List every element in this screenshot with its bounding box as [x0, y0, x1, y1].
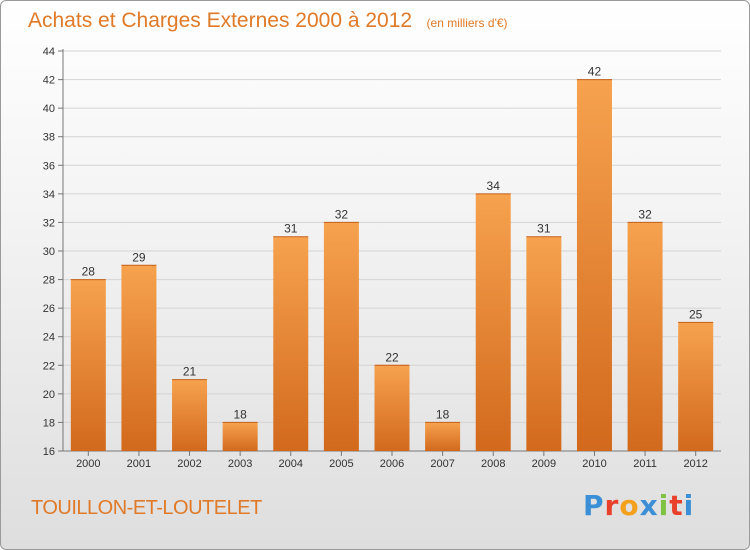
bar-2004 [273, 236, 309, 451]
bars [70, 79, 714, 452]
bar-2005 [323, 222, 359, 451]
chart-unit: (en milliers d'€) [426, 16, 508, 30]
bar-2008 [475, 193, 511, 451]
value-label: 31 [284, 222, 298, 236]
value-label: 31 [537, 222, 551, 236]
y-tick-label: 36 [43, 160, 55, 172]
logo-letter: i [683, 489, 695, 522]
x-tick-label: 2012 [683, 458, 707, 470]
value-label: 42 [588, 65, 602, 79]
value-label: 34 [487, 179, 501, 193]
x-tick-label: 2002 [177, 458, 201, 470]
x-tick-label: 2006 [380, 458, 404, 470]
x-tick-label: 2004 [279, 458, 303, 470]
y-tick-label: 30 [43, 246, 55, 258]
bar-2011 [627, 222, 663, 451]
y-tick-label: 34 [43, 189, 55, 201]
x-tick-label: 2000 [76, 458, 100, 470]
y-tick-label: 18 [43, 417, 55, 429]
value-label: 18 [233, 407, 247, 421]
city-name: TOUILLON-ET-LOUTELET [31, 497, 262, 519]
bar-2010 [576, 79, 612, 452]
bar-2000 [70, 279, 106, 451]
x-tick-label: 2003 [228, 458, 252, 470]
value-label: 25 [689, 307, 703, 321]
proxiti-logo[interactable]: Proxiti [583, 489, 694, 522]
x-tick-label: 2011 [633, 458, 657, 470]
bar-2009 [526, 236, 562, 451]
labels: 16 18 20 22 24 26 28 30 32 34 36 38 40 42 44 28 2000 29 20… [43, 46, 708, 470]
bar-2007 [425, 422, 461, 451]
x-tick-label: 2005 [329, 458, 353, 470]
value-label: 32 [335, 207, 349, 221]
logo-letter: i [658, 489, 670, 522]
y-tick-label: 28 [43, 275, 55, 287]
y-tick-label: 22 [43, 360, 55, 372]
x-tick-label: 2010 [582, 458, 606, 470]
value-label: 28 [82, 265, 96, 279]
logo-letter: P [583, 489, 605, 522]
logo-letter: x [639, 489, 659, 522]
bar-2003 [222, 422, 258, 451]
logo-letter: r [604, 489, 620, 522]
bar-2002 [172, 379, 208, 451]
y-tick-label: 32 [43, 217, 55, 229]
y-tick-label: 44 [43, 46, 55, 58]
bar-2001 [121, 265, 157, 451]
x-tick-label: 2007 [430, 458, 454, 470]
y-tick-label: 38 [43, 132, 55, 144]
y-tick-label: 26 [43, 303, 55, 315]
chart-title: Achats et Charges Externes 2000 à 2012 [28, 9, 413, 32]
bar-2012 [678, 322, 714, 451]
x-tick-label: 2008 [481, 458, 505, 470]
y-tick-label: 40 [43, 103, 55, 115]
value-label: 18 [436, 407, 450, 421]
value-label: 21 [183, 365, 197, 379]
logo-letter: t [669, 489, 684, 522]
y-tick-label: 16 [43, 446, 55, 458]
value-label: 32 [638, 207, 652, 221]
bar-2006 [374, 365, 410, 451]
y-tick-label: 20 [43, 389, 55, 401]
title-row: Achats et Charges Externes 2000 à 2012 (… [28, 9, 508, 33]
value-label: 22 [385, 350, 399, 364]
x-tick-label: 2001 [127, 458, 151, 470]
x-tick-label: 2009 [532, 458, 556, 470]
y-tick-label: 42 [43, 75, 55, 87]
value-label: 29 [132, 250, 146, 264]
logo-letter: o [619, 489, 640, 522]
y-tick-label: 24 [43, 332, 55, 344]
